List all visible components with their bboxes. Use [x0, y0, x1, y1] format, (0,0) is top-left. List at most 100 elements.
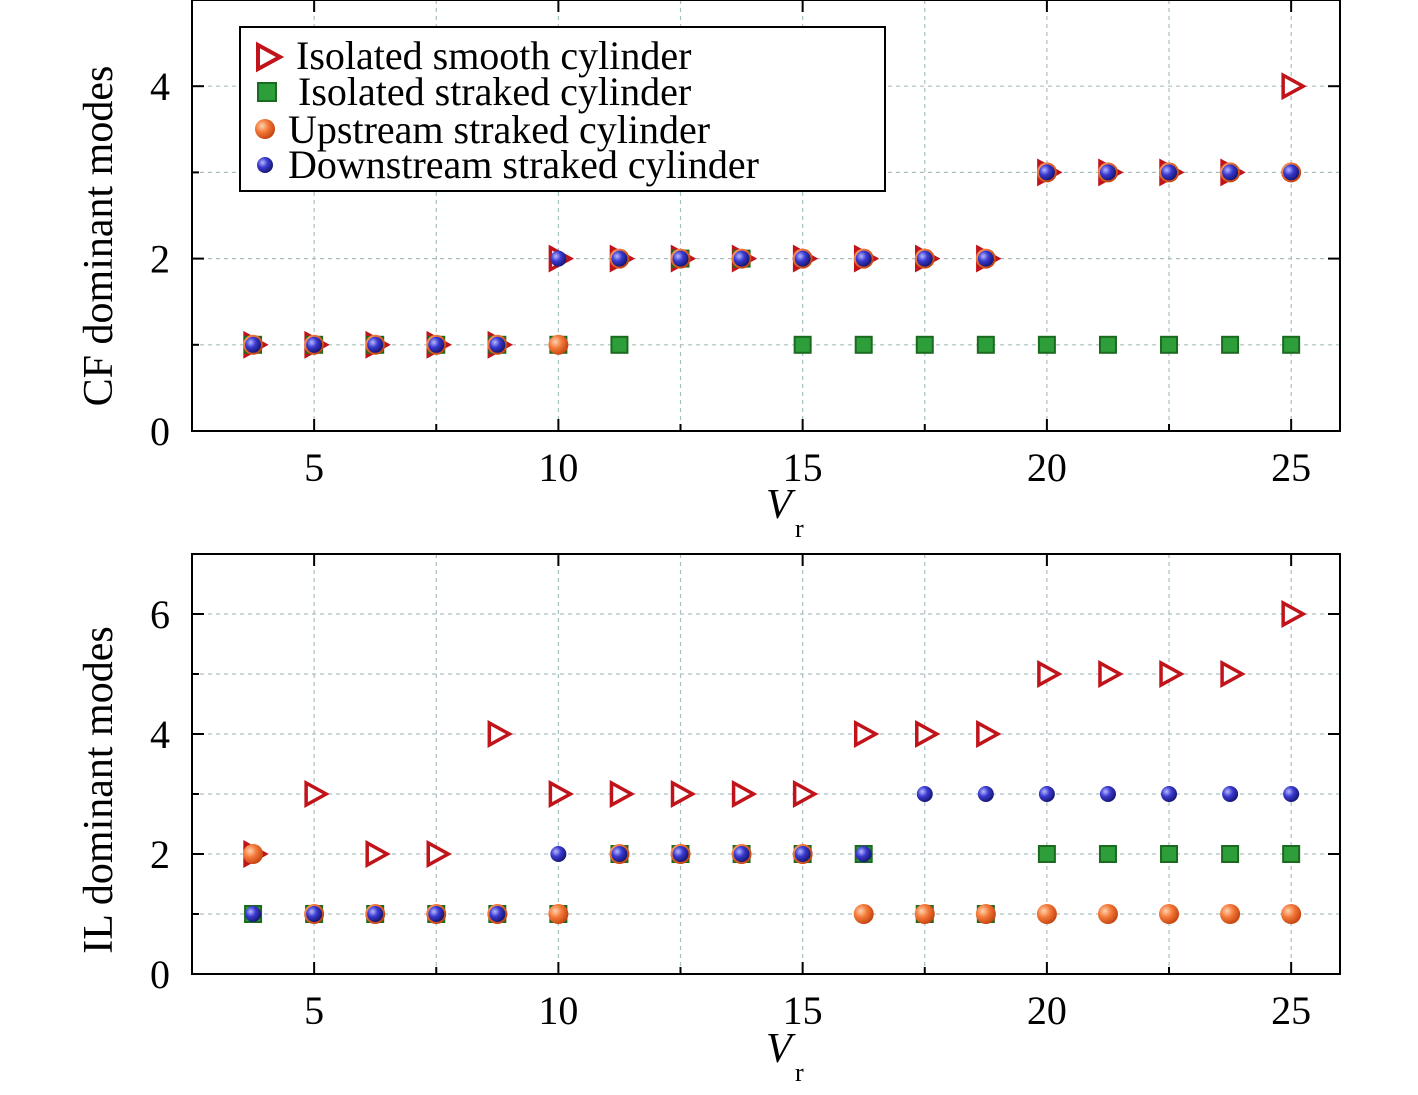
cf-point-downstream: [916, 250, 933, 267]
cf-point-isolated-straked: [1282, 335, 1301, 354]
il-y-tick-label: 6: [150, 592, 170, 637]
il-point-upstream: [243, 844, 264, 864]
cf-x-axis-title: V: [766, 482, 796, 528]
cf-point-downstream: [1161, 164, 1178, 181]
cf-point-downstream: [1283, 164, 1300, 181]
il-x-axis-title-sub: r: [795, 1058, 804, 1087]
il-point-downstream: [1038, 786, 1055, 802]
cf-point-downstream: [245, 336, 262, 353]
il-point-downstream: [306, 906, 323, 922]
cf-point-isolated-straked: [976, 335, 995, 354]
cf-point-isolated-straked: [854, 335, 873, 354]
il-point-isolated-smooth: [609, 780, 636, 808]
il-point-downstream: [1161, 786, 1178, 802]
il-point-isolated-smooth: [487, 720, 513, 748]
cf-point-downstream: [977, 250, 994, 267]
legend: Isolated smooth cylinder Isolated strake…: [239, 26, 886, 192]
il-point-isolated-smooth: [915, 720, 941, 748]
il-x-axis-title: V: [766, 1026, 796, 1072]
cf-x-tick-label: 25: [1271, 445, 1311, 490]
cf-point-downstream: [428, 336, 445, 353]
il-point-downstream: [245, 906, 262, 922]
cf-y-tick-label: 0: [150, 409, 170, 454]
cf-point-downstream: [733, 250, 750, 267]
il-point-upstream: [548, 904, 569, 924]
cf-point-downstream: [611, 250, 628, 267]
cf-points: [243, 72, 1307, 359]
il-point-downstream: [611, 846, 628, 862]
cf-x-tick-label: 20: [1027, 445, 1067, 490]
il-point-downstream: [916, 786, 933, 802]
cf-point-downstream: [1222, 164, 1239, 181]
il-point-downstream: [489, 906, 506, 922]
cf-point-downstream: [1099, 164, 1116, 181]
cf-point-downstream: [672, 250, 689, 267]
il-x-tick-label: 10: [538, 988, 578, 1033]
il-x-tick-label: 25: [1271, 988, 1311, 1033]
il-point-downstream: [1099, 786, 1116, 802]
cf-point-downstream: [306, 336, 323, 353]
il-point-upstream: [1036, 904, 1057, 924]
il-point-downstream: [733, 846, 750, 862]
il-point-downstream: [428, 906, 445, 922]
il-point-downstream: [794, 846, 811, 862]
il-x-axis-title-main: V: [766, 1026, 796, 1072]
il-point-isolated-smooth: [548, 780, 575, 808]
cf-point-isolated-straked: [793, 335, 812, 354]
il-point-isolated-smooth: [304, 780, 330, 808]
cf-point-isolated-straked: [610, 335, 629, 354]
cf-y-axis-title: CF dominant modes: [76, 66, 122, 407]
il-point-isolated-smooth: [792, 780, 819, 808]
cf-x-tick-label: 15: [783, 445, 823, 490]
il-point-upstream: [914, 904, 935, 924]
legend-marker-isolated-smooth: [256, 41, 285, 73]
legend-label-upstream: Upstream straked cylinder: [288, 107, 710, 152]
il-x-tick-label: 15: [783, 988, 823, 1033]
il-point-upstream: [975, 904, 996, 924]
il-points: [243, 600, 1307, 924]
il-point-isolated-smooth: [670, 780, 697, 808]
cf-modes-panel: 5 10 15 20 25 0 2 4 CF dominant modes V r Isola…: [76, 0, 1341, 543]
cf-x-tick-label: 10: [538, 445, 578, 490]
il-point-isolated-straked: [1221, 845, 1240, 863]
cf-point-isolated-straked: [1037, 335, 1056, 354]
il-y-tick-label: 2: [150, 832, 170, 877]
il-point-isolated-straked: [1037, 845, 1056, 863]
il-point-isolated-smooth: [1159, 660, 1185, 688]
cf-point-isolated-straked: [915, 335, 934, 354]
il-point-downstream: [1283, 786, 1300, 802]
legend-marker-downstream: [257, 157, 273, 173]
cf-x-tick-label: 5: [304, 445, 324, 490]
il-y-tick-label: 4: [150, 712, 170, 757]
il-point-isolated-smooth: [1281, 600, 1307, 628]
il-point-isolated-smooth: [426, 840, 452, 868]
legend-label-isolated-straked: Isolated straked cylinder: [288, 69, 691, 114]
legend-label-isolated-smooth: Isolated smooth cylinder: [296, 33, 691, 78]
il-point-isolated-straked: [1282, 845, 1301, 863]
cf-point-isolated-straked: [1098, 335, 1117, 354]
legend-label-downstream: Downstream straked cylinder: [288, 142, 759, 187]
cf-point-isolated-straked: [1221, 335, 1240, 354]
legend-marker-isolated-straked: [257, 82, 277, 102]
cf-point-downstream: [367, 336, 384, 353]
cf-point-downstream: [1038, 164, 1055, 181]
cf-point-downstream: [489, 336, 506, 353]
il-point-isolated-straked: [1160, 845, 1179, 863]
il-point-isolated-smooth: [731, 780, 758, 808]
il-point-downstream: [977, 786, 994, 802]
il-plot-frame: [191, 553, 1341, 975]
il-ticks: 5 10 15 20 25 0 2 4 6: [150, 554, 1340, 1033]
il-point-downstream: [367, 906, 384, 922]
legend-marker-upstream: [255, 119, 275, 139]
cf-point-isolated-straked: [1160, 335, 1179, 354]
cf-ticks: 5 10 15 20 25 0 2 4: [150, 0, 1340, 490]
il-point-upstream: [853, 904, 874, 924]
il-point-downstream: [855, 846, 872, 862]
il-point-upstream: [1220, 904, 1241, 924]
il-point-isolated-smooth: [1098, 660, 1124, 688]
il-point-downstream: [1222, 786, 1239, 802]
il-point-isolated-smooth: [1220, 660, 1246, 688]
il-y-tick-label: 0: [150, 952, 170, 997]
il-point-isolated-smooth: [976, 720, 1002, 748]
